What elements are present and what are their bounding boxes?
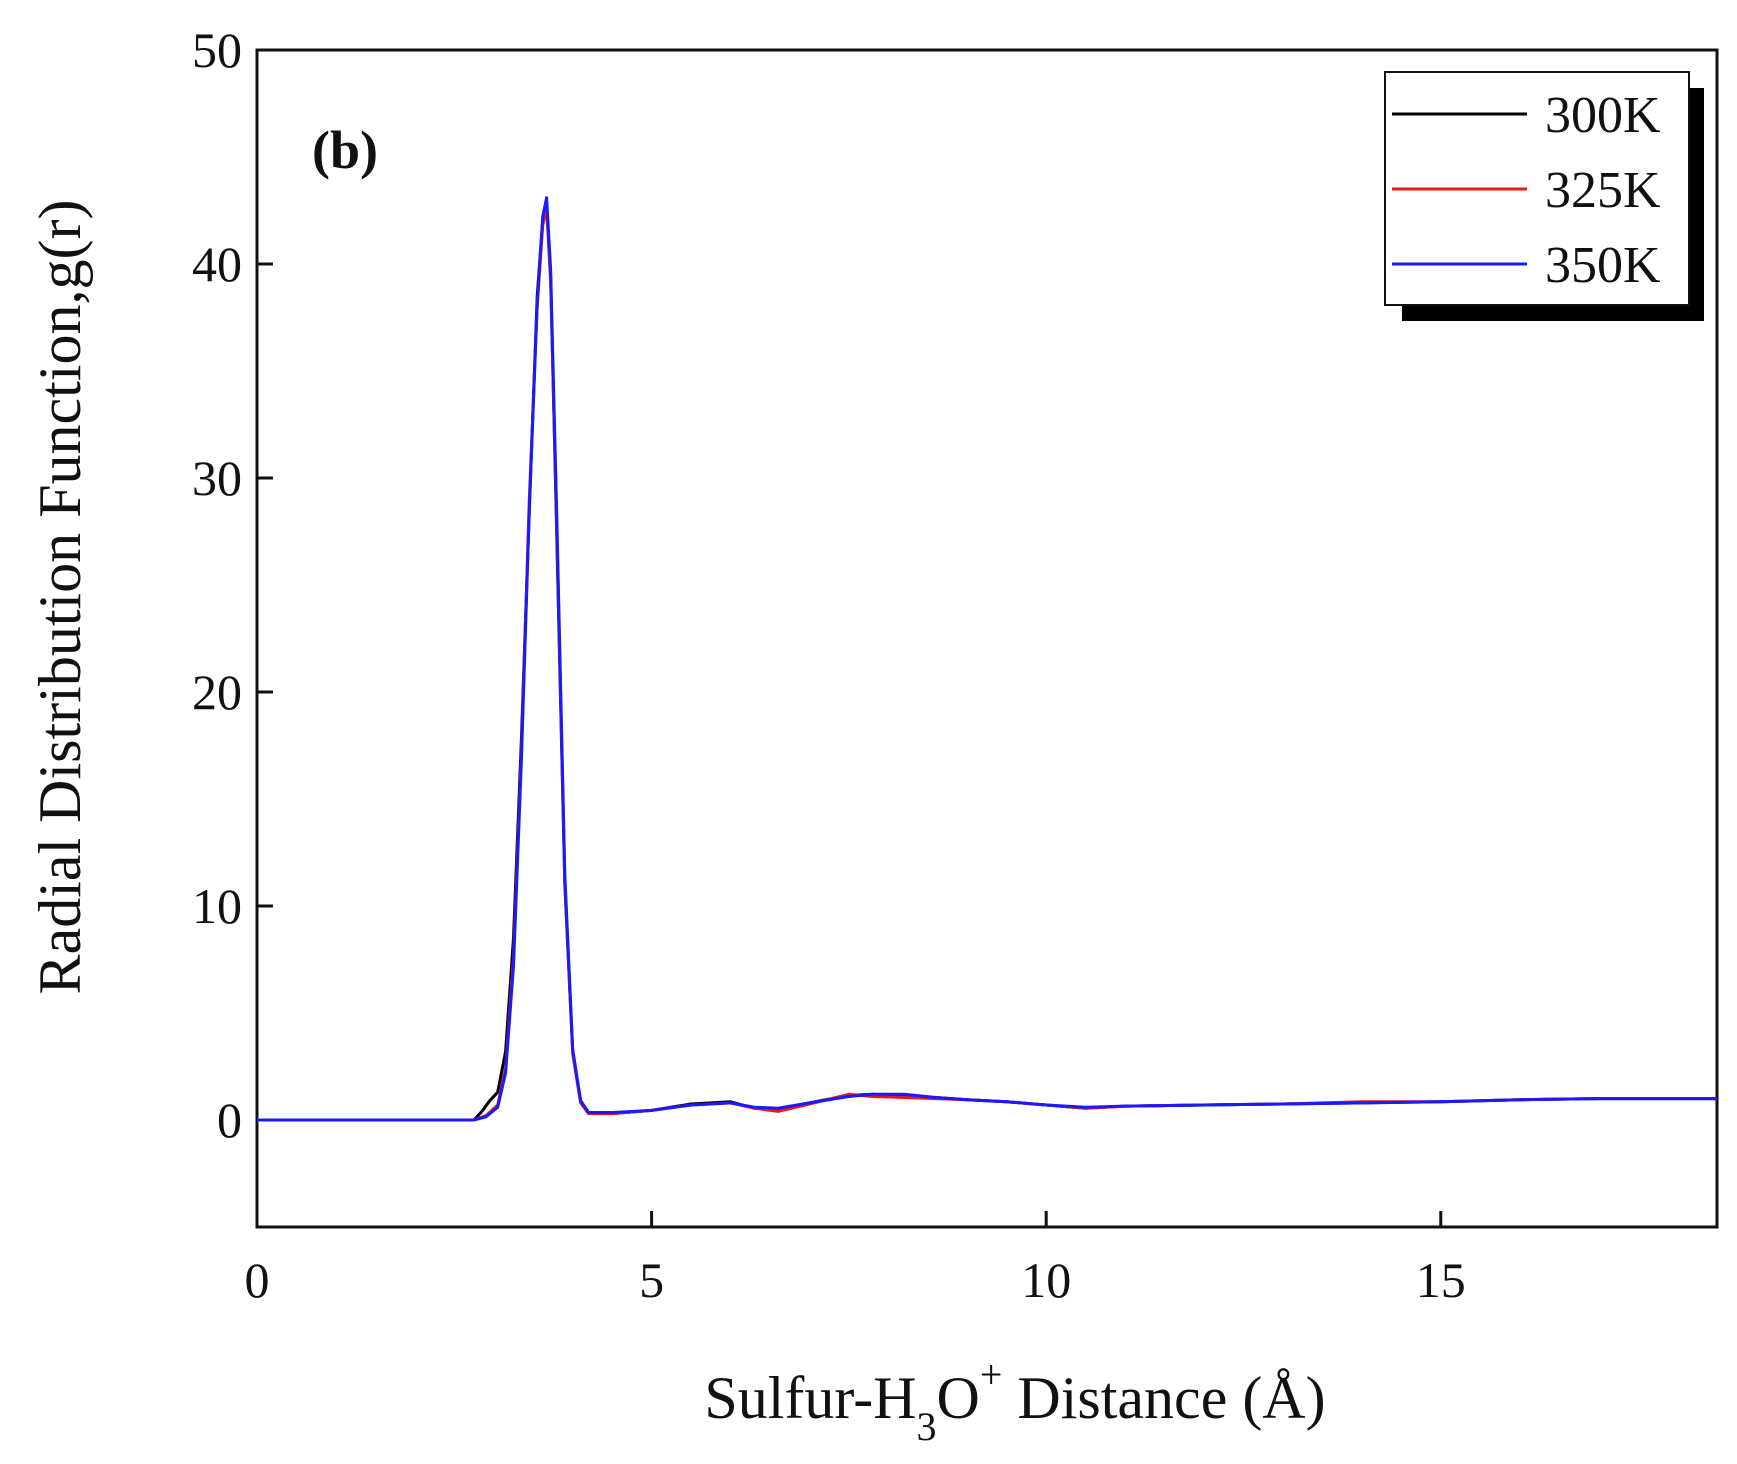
x-axis-title-tail: Distance (Å)	[1002, 1365, 1325, 1431]
x-tick-label: 15	[1416, 1252, 1466, 1308]
x-tick-label: 0	[245, 1252, 270, 1308]
x-tick-label: 5	[639, 1252, 664, 1308]
series-layer	[257, 196, 1717, 1122]
legend: 300K 325K 350K	[1384, 71, 1704, 321]
y-axis-title: Radial Distribution Function,g(r)	[27, 200, 93, 995]
panel-label: (b)	[312, 120, 378, 180]
y-tick-label: 30	[192, 450, 242, 506]
x-axis-title: Sulfur-H3O+ Distance (Å)	[704, 1352, 1325, 1449]
legend-label-350k: 350K	[1545, 237, 1661, 294]
y-axis-ticks: 0 10 20 30 40 50	[192, 22, 273, 1148]
x-axis-title-sup: +	[980, 1352, 1003, 1397]
y-tick-label: 20	[192, 664, 242, 720]
legend-label-325k: 325K	[1545, 162, 1661, 219]
x-tick-label: 10	[1021, 1252, 1071, 1308]
plot-frame	[255, 48, 1719, 1229]
y-tick-label: 10	[192, 878, 242, 934]
x-axis-ticks: 0 5 10 15	[245, 1211, 1466, 1308]
x-axis-title-main: Sulfur-H	[704, 1365, 916, 1431]
x-axis-title-mid: O	[937, 1365, 980, 1431]
x-axis-title-sub: 3	[917, 1404, 937, 1449]
legend-label-300k: 300K	[1545, 87, 1661, 144]
y-tick-label: 40	[192, 236, 242, 292]
y-tick-label: 50	[192, 22, 242, 78]
y-tick-label: 0	[217, 1092, 242, 1148]
series-line-350k	[257, 196, 1717, 1122]
